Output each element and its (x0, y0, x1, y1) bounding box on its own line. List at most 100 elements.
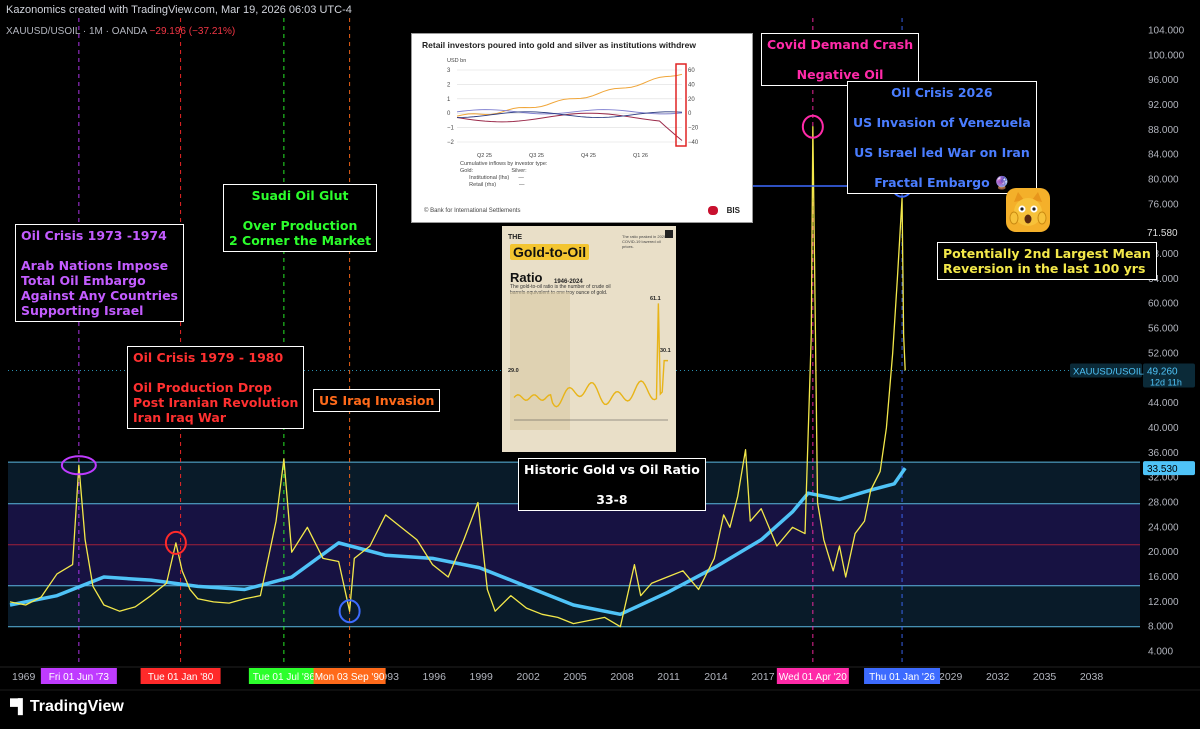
y-tick-label: 52.000 (1148, 348, 1179, 359)
bis-institutional-silver-line (456, 111, 683, 118)
x-tick-label: 2038 (1080, 671, 1104, 683)
bis-inset-chart: Retail investors poured into gold and si… (411, 33, 753, 223)
y-tick-label: 12.000 (1148, 597, 1179, 608)
highlight-ellipse (801, 114, 824, 139)
symbol-name[interactable]: XAUUSD/USOIL · 1M · OANDA (6, 26, 147, 37)
annotation-oil-crisis-1979[interactable]: Oil Crisis 1979 - 1980 Oil Production Dr… (127, 346, 305, 429)
x-tick-label: 2008 (610, 671, 634, 683)
annotation-covid-demand-crash[interactable]: Covid Demand Crash Negative Oil (761, 33, 920, 86)
x-tick-label: 1999 (470, 671, 494, 683)
y-tick-label: 84.000 (1148, 150, 1179, 161)
y-tick-label: 68.000 (1148, 249, 1179, 260)
bis-x-tick: Q4 25 (581, 153, 596, 159)
bis-left-tick: 0 (447, 111, 451, 117)
time-marker-label: Tue 01 Jul '86 (253, 672, 316, 683)
y-tick-label: 40.000 (1148, 423, 1179, 434)
y-tick-label: 32.000 (1148, 473, 1179, 484)
annotation-us-iraq-invasion[interactable]: US Iraq Invasion (313, 389, 441, 412)
annotation-line: Fractal Embargo 🔮 (874, 175, 1010, 190)
x-tick-label: 2017 (751, 671, 775, 683)
bis-left-tick: 1 (447, 97, 451, 103)
bis-right-tick: −40 (688, 140, 699, 146)
time-marker-bg (313, 668, 386, 684)
annotation-oil-crisis-1973[interactable]: Oil Crisis 1973 -1974 Arab Nations Impos… (15, 224, 184, 322)
bis-left-tick: 3 (447, 68, 451, 74)
bis-x-tick: Q1 26 (633, 153, 648, 159)
annotation-line (133, 365, 298, 380)
annotation-line (853, 130, 1031, 145)
annotation-line (767, 52, 913, 67)
annotation-saudi-oil-glut[interactable]: Suadi Oil Glut Over Production 2 Corner t… (223, 184, 378, 252)
annotation-line: Post Iranian Revolution (133, 395, 299, 410)
gor-shaded-region (510, 292, 570, 430)
time-marker-bg (40, 668, 117, 684)
x-tick-label: 2002 (516, 671, 540, 683)
bis-inset-footer: © Bank for International Settlements (424, 208, 521, 214)
bis-x-tick: Q3 25 (529, 153, 544, 159)
badge-current: 49.260 (1147, 366, 1178, 377)
gold-to-oil-inset: THE Gold-to-Oil 1946-2024 Ratio The gold… (502, 226, 676, 452)
gor-title-pre: THE (508, 234, 522, 241)
x-tick-label: 2014 (704, 671, 728, 683)
badge-ratio-bg (1143, 224, 1195, 239)
badge-ma: 33.530 (1147, 464, 1178, 475)
y-tick-label: 36.000 (1148, 448, 1179, 459)
x-tick-label: 1996 (423, 671, 447, 683)
symbol-change: −29.196 (−37.21%) (149, 26, 236, 37)
y-tick-label: 8.000 (1148, 622, 1173, 633)
gor-corner-logo-icon (665, 230, 673, 238)
annotation-line (524, 477, 700, 492)
gor-start-label: 29.0 (508, 368, 519, 374)
annotation-line: Historic Gold vs Oil Ratio (524, 462, 700, 477)
badge-current-bg (1143, 363, 1195, 388)
bis-right-tick: 60 (688, 68, 695, 74)
badge-ratio: 71.580 (1147, 228, 1178, 239)
bis-inset-legend: Cumulative inflows by investor type: Gol… (460, 161, 548, 188)
annotation-line: Oil Production Drop (133, 380, 272, 395)
annotation-line: Supporting Israel (21, 303, 144, 318)
annotation-historic-ratio[interactable]: Historic Gold vs Oil Ratio 33-8 (518, 458, 706, 511)
y-tick-label: 104.000 (1148, 25, 1185, 36)
time-marker-label: Tue 01 Jan '80 (148, 672, 214, 683)
time-marker-label: Fri 01 Jun '73 (49, 672, 110, 683)
annotation-line: US Invasion of Venezuela (853, 115, 1031, 130)
annotation-line: 2 Corner the Market (229, 233, 372, 248)
y-tick-label: 76.000 (1148, 199, 1179, 210)
y-tick-label: 80.000 (1148, 175, 1179, 186)
time-marker-label: Mon 03 Sep '90 (315, 672, 385, 683)
annotation-oil-crisis-2026[interactable]: Oil Crisis 2026 US Invasion of Venezuela… (847, 81, 1037, 194)
tradingview-logo[interactable]: ▀▌ TradingView (10, 698, 124, 716)
x-tick-label: 2005 (563, 671, 587, 683)
y-tick-label: 96.000 (1148, 75, 1179, 86)
highlight-ellipse (60, 455, 97, 476)
gor-title-sub: Ratio (510, 270, 543, 285)
y-tick-label: 24.000 (1148, 522, 1179, 533)
symbol-label-bg (1070, 363, 1142, 378)
badge-ma-bg (1143, 461, 1195, 476)
highlight-ellipse (164, 530, 187, 555)
bis-logo-icon (708, 206, 718, 215)
symbol-price-label: XAUUSD/USOIL (1073, 366, 1144, 377)
bis-unit: USD bn (447, 58, 466, 64)
bis-right-tick: 0 (688, 111, 692, 117)
gor-end-label: 30.1 (660, 348, 671, 354)
tradingview-wordmark: TradingView (29, 698, 124, 715)
x-tick-label: 2029 (939, 671, 963, 683)
annotation-line: Iran Iraq War (133, 410, 226, 425)
y-tick-label: 20.000 (1148, 547, 1179, 558)
time-marker-bg (864, 668, 941, 684)
annotation-line: Against Any Countries (21, 288, 178, 303)
bis-left-tick: −2 (447, 140, 455, 146)
bis-inset-title: Retail investors poured into gold and si… (422, 40, 696, 50)
y-tick-label: 88.000 (1148, 125, 1179, 136)
gor-inset-plot: 61.1 30.1 29.0 (508, 230, 673, 430)
symbol-line: XAUUSD/USOIL · 1M · OANDA −29.196 (−37.2… (6, 26, 235, 37)
bis-retail-gold-line (456, 73, 683, 117)
annotation-line: Total Oil Embargo (21, 273, 146, 288)
gor-peak-label: 61.1 (650, 296, 661, 302)
annotation-mean-reversion[interactable]: Potentially 2nd Largest Mean Reversion in… (937, 242, 1157, 280)
annotation-line: Arab Nations Impose (21, 258, 169, 273)
annotation-line: US Iraq Invasion (319, 393, 435, 408)
bis-logo: BIS (726, 206, 740, 215)
bis-inset-plot: 3 60 2 40 1 20 0 0 −1 −20 −2 −40 USD bn Q2 25 Q3 25 Q4 … (447, 58, 718, 215)
